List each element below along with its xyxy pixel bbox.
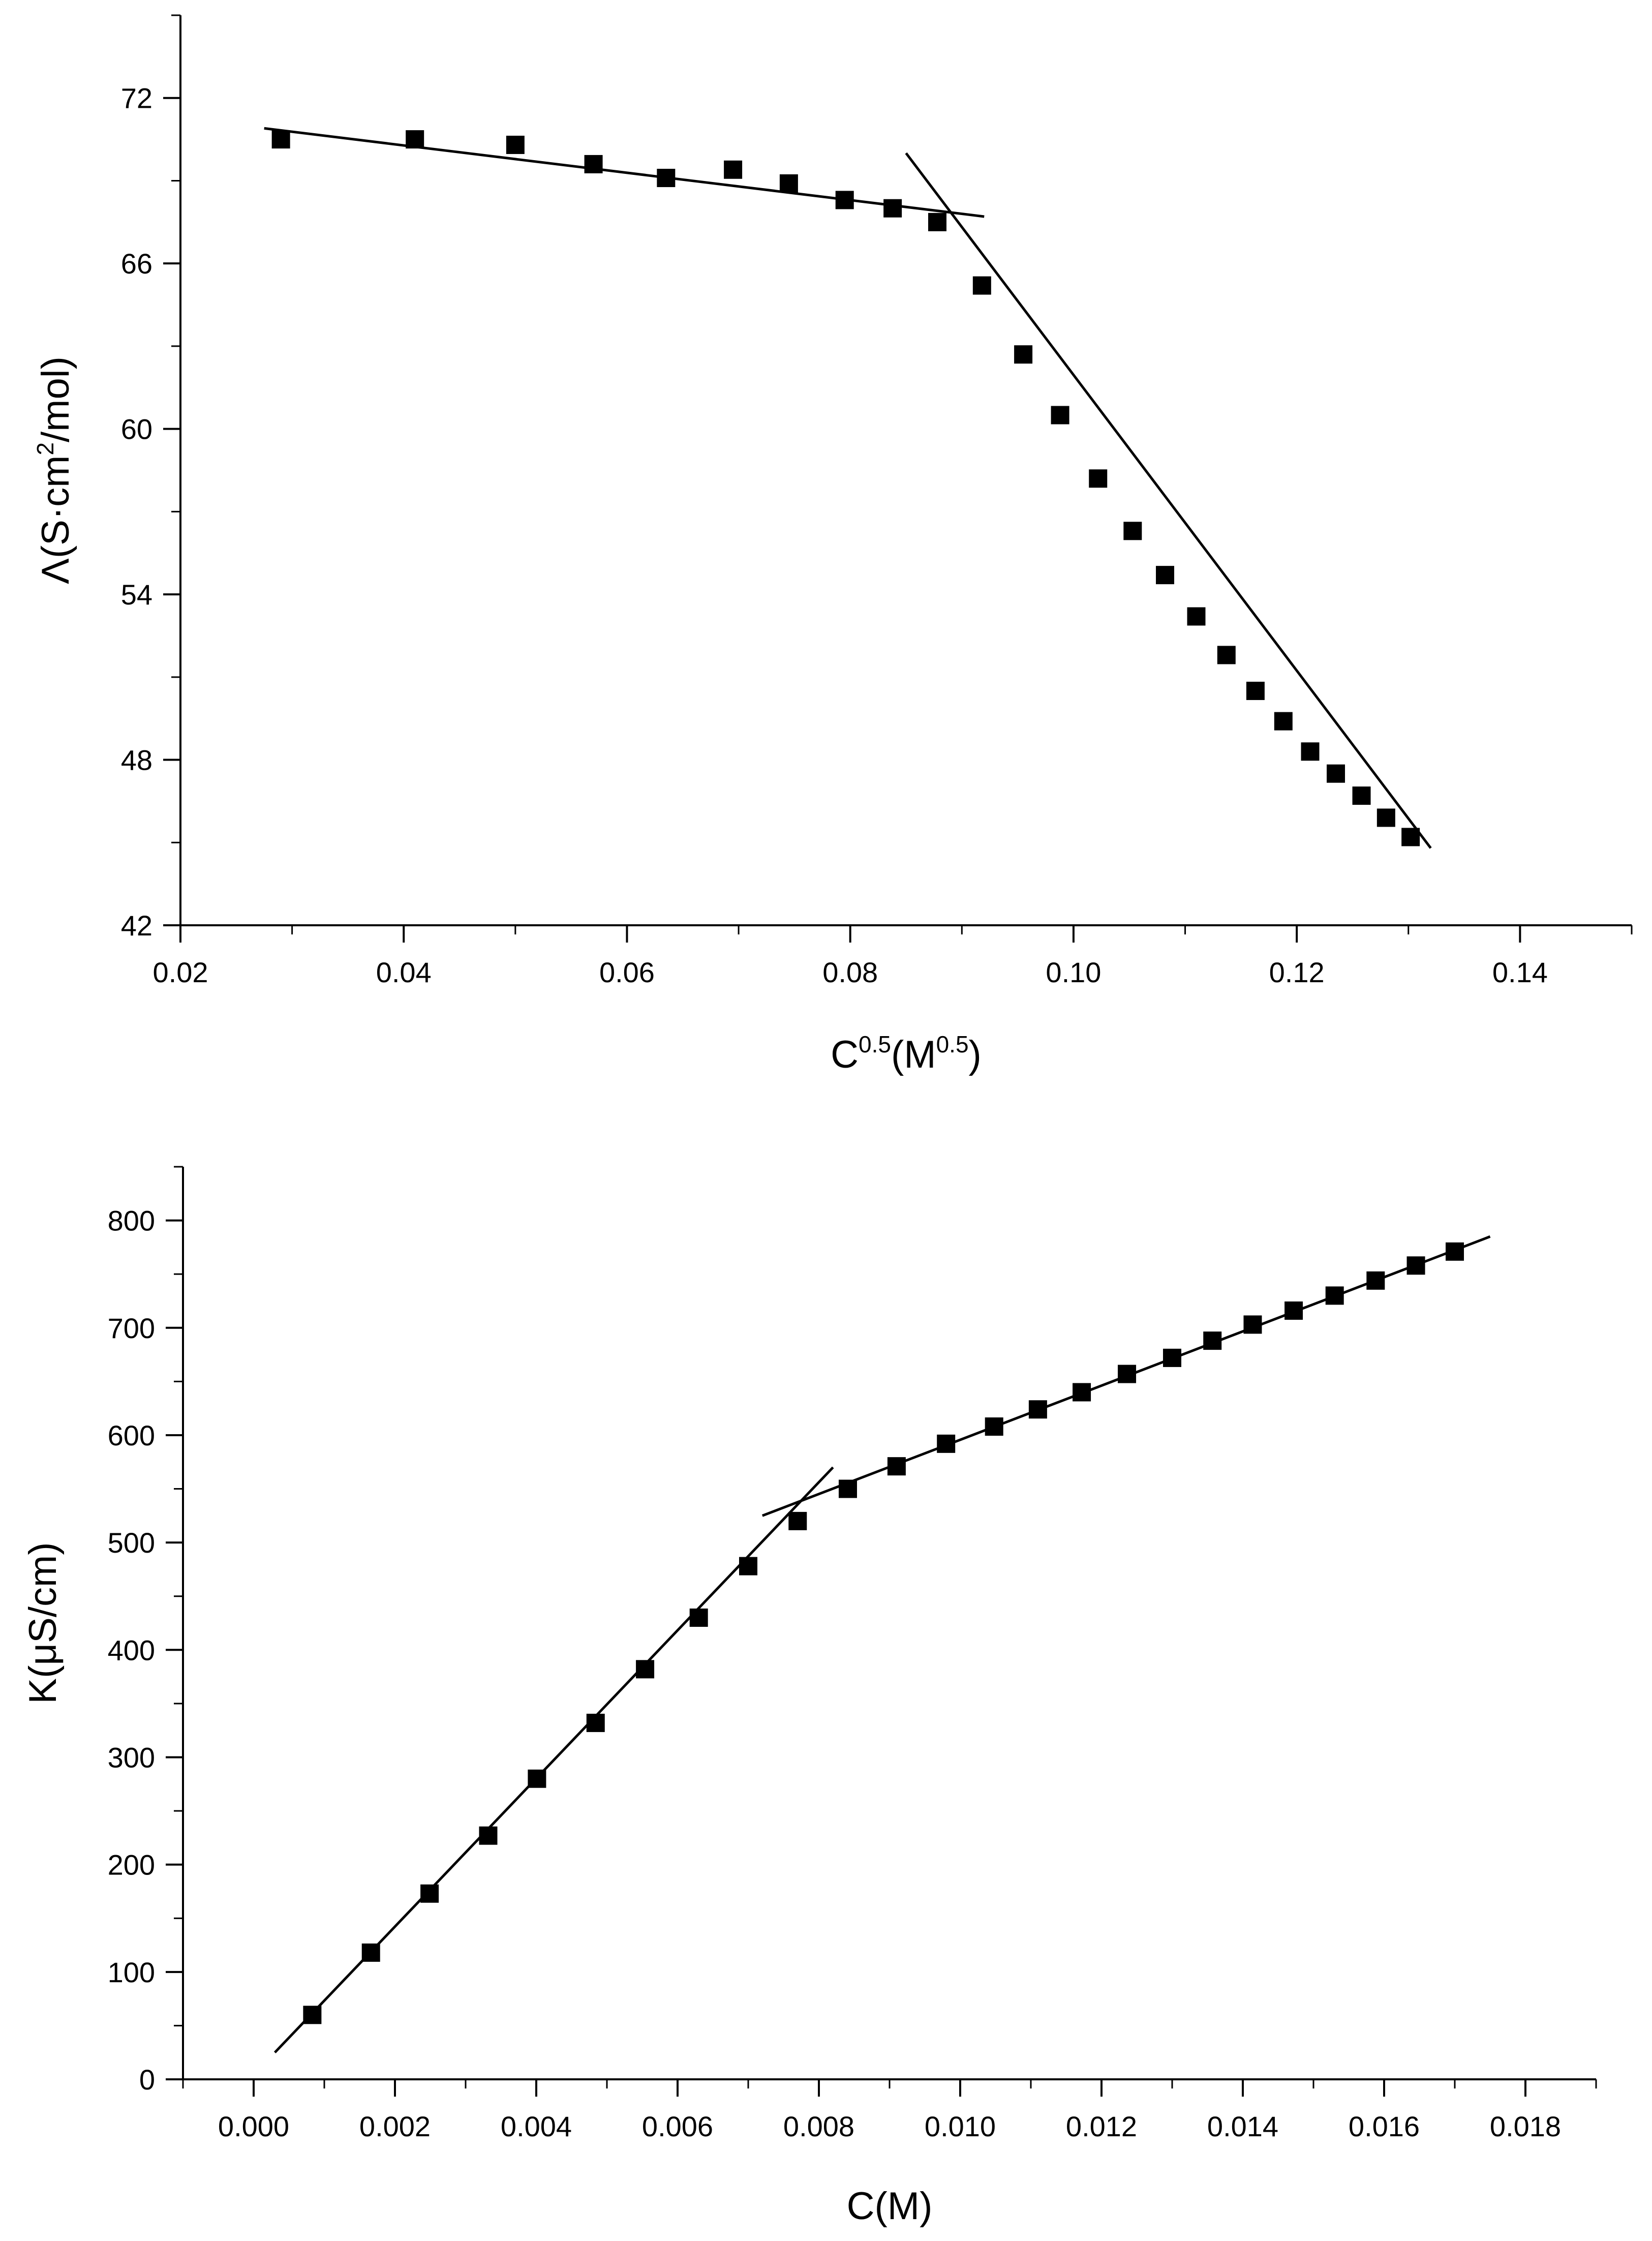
chart-1: 0.02 0.04 0.06 0.08 0.10 0.12 0.14 42 48 54 60 66 72… [32, 14, 1633, 1076]
data-point [788, 1511, 807, 1530]
fit-line-2 [905, 152, 1432, 849]
data-point [1028, 1400, 1047, 1419]
data-point [1156, 566, 1175, 585]
data-point [1118, 1365, 1137, 1383]
x-axis-title: C0.5(M0.5) [831, 1031, 982, 1076]
data-point [420, 1884, 439, 1903]
y-tick-label: 200 [108, 1849, 155, 1881]
data-point [303, 2006, 322, 2024]
data-point [1401, 828, 1420, 846]
data-point [584, 155, 603, 173]
data-point [1352, 786, 1371, 805]
data-point [724, 160, 743, 179]
y-tick-label: 60 [121, 413, 152, 445]
x-axis-title: C(M) [847, 2185, 933, 2228]
data-point [657, 169, 676, 188]
y-tick-label: 66 [121, 248, 152, 280]
x-tick-label: 0.018 [1490, 2110, 1561, 2142]
y-tick-label: 72 [121, 82, 152, 114]
y-tick-label: 300 [108, 1741, 155, 1773]
y-tick-label: 100 [108, 1956, 155, 1988]
data-point [1325, 1286, 1344, 1305]
data-point [1406, 1256, 1425, 1275]
data-point [636, 1660, 655, 1679]
data-point [361, 1943, 380, 1962]
data-point [1217, 646, 1236, 664]
x-tick-label: 0.006 [642, 2110, 713, 2142]
data-point [883, 199, 902, 218]
chart-2: 0.000 0.002 0.004 0.006 0.008 0.010 0.012 0.014… [21, 1166, 1597, 2228]
data-point [406, 130, 424, 149]
fit-line-1 [264, 127, 985, 218]
data-point [1284, 1301, 1303, 1320]
data-point [1089, 469, 1108, 488]
y-tick-label: 500 [108, 1527, 155, 1559]
data-point [937, 1434, 956, 1453]
data-point [689, 1608, 708, 1627]
data-point [835, 191, 854, 209]
data-point [1203, 1331, 1222, 1350]
data-point [779, 174, 798, 193]
data-point [1187, 607, 1206, 626]
data-point [739, 1557, 757, 1576]
x-tick-label: 0.000 [218, 2110, 289, 2142]
x-tick-label: 0.012 [1066, 2110, 1137, 2142]
data-point [1446, 1242, 1464, 1261]
data-point [1243, 1315, 1262, 1334]
data-point [1327, 764, 1345, 783]
data-point [1014, 345, 1033, 364]
y-axis-title: K(μS/cm) [21, 1542, 65, 1704]
x-tick-label: 0.004 [501, 2110, 572, 2142]
data-point [928, 213, 946, 231]
data-point [1301, 742, 1320, 761]
y-tick-label: 42 [121, 910, 152, 942]
data-point [1366, 1271, 1385, 1290]
data-point [1274, 712, 1293, 731]
x-tick-label: 0.002 [359, 2110, 431, 2142]
data-point [479, 1826, 498, 1845]
x-tick-label: 0.04 [376, 956, 432, 988]
data-point [1246, 681, 1265, 700]
data-point [1073, 1383, 1091, 1402]
x-tick-label: 0.06 [599, 956, 655, 988]
x-tick-label: 0.14 [1492, 956, 1548, 988]
x-tick-label: 0.010 [925, 2110, 996, 2142]
data-point [1376, 808, 1395, 827]
data-point [271, 130, 290, 149]
fit-line-1 [273, 1466, 834, 2053]
x-tick-label: 0.016 [1349, 2110, 1420, 2142]
y-tick-label: 400 [108, 1634, 155, 1666]
y-tick-label: 48 [121, 744, 152, 776]
y-axis-title: Λ(S·cm2/mol) [32, 356, 77, 584]
data-point [586, 1713, 605, 1732]
data-point [1051, 406, 1069, 425]
data-point [1123, 522, 1142, 540]
x-tick-label: 0.02 [153, 956, 208, 988]
x-tick-label: 0.014 [1207, 2110, 1278, 2142]
data-point [972, 276, 991, 295]
y-tick-label: 0 [139, 2064, 155, 2096]
data-point [838, 1479, 857, 1498]
data-point [985, 1417, 1003, 1436]
y-tick-label: 700 [108, 1312, 155, 1344]
x-tick-label: 0.08 [822, 956, 878, 988]
data-point [528, 1769, 546, 1788]
y-tick-label: 54 [121, 579, 152, 611]
x-tick-label: 0.10 [1046, 956, 1101, 988]
x-tick-label: 0.008 [783, 2110, 854, 2142]
data-point [887, 1457, 906, 1476]
data-point [506, 135, 525, 154]
y-tick-label: 600 [108, 1419, 155, 1451]
x-tick-label: 0.12 [1269, 956, 1325, 988]
data-point [1163, 1348, 1181, 1367]
y-tick-label: 800 [108, 1205, 155, 1237]
